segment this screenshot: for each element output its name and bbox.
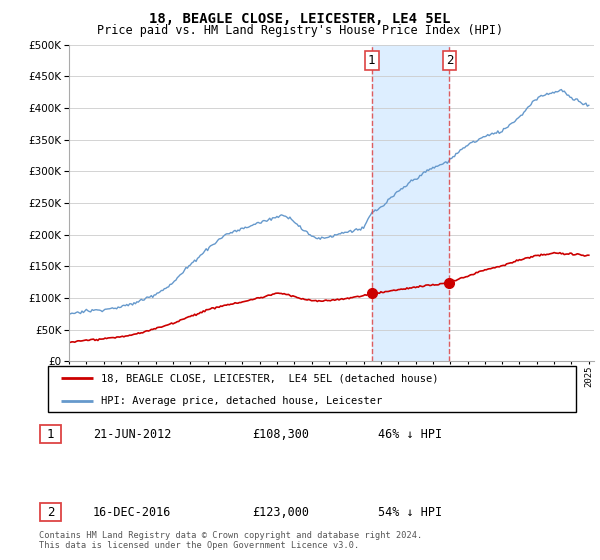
Text: 1: 1	[368, 54, 376, 67]
Text: £123,000: £123,000	[252, 506, 309, 519]
Text: Contains HM Land Registry data © Crown copyright and database right 2024.
This d: Contains HM Land Registry data © Crown c…	[39, 530, 422, 550]
FancyBboxPatch shape	[40, 503, 61, 521]
Text: 18, BEAGLE CLOSE, LEICESTER,  LE4 5EL (detached house): 18, BEAGLE CLOSE, LEICESTER, LE4 5EL (de…	[101, 373, 438, 383]
Bar	[371, 45, 449, 361]
Text: 2: 2	[446, 54, 453, 67]
Text: £108,300: £108,300	[252, 427, 309, 441]
Text: 2: 2	[47, 506, 54, 519]
Text: 18, BEAGLE CLOSE, LEICESTER, LE4 5EL: 18, BEAGLE CLOSE, LEICESTER, LE4 5EL	[149, 12, 451, 26]
FancyBboxPatch shape	[48, 366, 576, 412]
Text: 54% ↓ HPI: 54% ↓ HPI	[378, 506, 442, 519]
FancyBboxPatch shape	[40, 425, 61, 443]
Text: 16-DEC-2016: 16-DEC-2016	[93, 506, 172, 519]
Text: 1: 1	[47, 427, 54, 441]
Text: Price paid vs. HM Land Registry's House Price Index (HPI): Price paid vs. HM Land Registry's House …	[97, 24, 503, 36]
Text: 46% ↓ HPI: 46% ↓ HPI	[378, 427, 442, 441]
Text: HPI: Average price, detached house, Leicester: HPI: Average price, detached house, Leic…	[101, 396, 382, 407]
Text: 21-JUN-2012: 21-JUN-2012	[93, 427, 172, 441]
